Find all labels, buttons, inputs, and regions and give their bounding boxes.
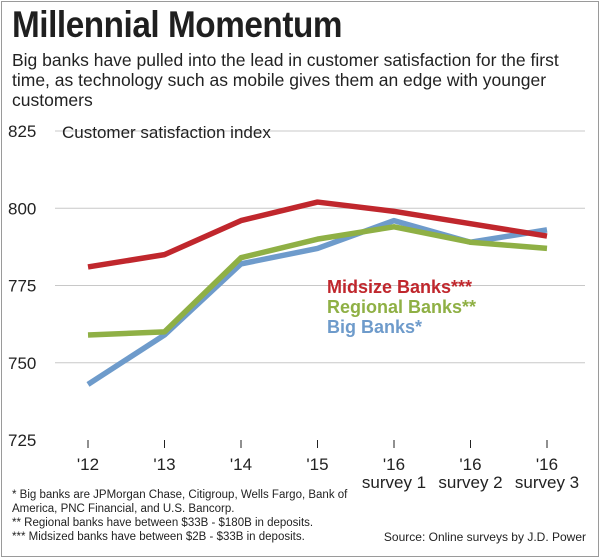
x-tick-label: '14 [230, 455, 252, 474]
x-tick-label: '16 [459, 455, 481, 474]
chart-subtitle: Big banks have pulled into the lead in c… [12, 50, 559, 110]
x-tick-label: '16 [536, 455, 558, 474]
x-tick-label: survey 2 [438, 473, 502, 492]
legend: Midsize Banks***Regional Banks**Big Bank… [327, 277, 476, 337]
source-note: Source: Online surveys by J.D. Power [383, 530, 586, 544]
y-tick-label: 800 [8, 199, 36, 218]
legend-entry: Midsize Banks*** [327, 277, 472, 297]
y-tick-label: 775 [8, 277, 36, 296]
gridlines [55, 130, 585, 364]
chart-title: Millennial Momentum [12, 4, 343, 45]
x-tick-label: '16 [383, 455, 405, 474]
legend-entry: Regional Banks** [327, 297, 476, 317]
x-tick-label: survey 1 [362, 473, 426, 492]
x-tick-label: '15 [306, 455, 328, 474]
y-tick-label: 750 [8, 354, 36, 373]
legend-entry: Big Banks* [327, 317, 422, 337]
series-lines [86, 199, 548, 387]
x-tick-label: '13 [153, 455, 175, 474]
x-tick-label: survey 3 [515, 473, 579, 492]
footnotes: * Big banks are JPMorgan Chase, Citigrou… [12, 488, 352, 544]
footnote-regional-banks: ** Regional banks have between $33B - $1… [12, 517, 314, 529]
y-axis-ticks: 725 750 775 800 825 [8, 122, 36, 450]
x-tick-label: '12 [77, 455, 99, 474]
series-line [87, 224, 548, 338]
series-line [87, 199, 548, 270]
y-tick-label: 825 [8, 122, 36, 141]
footnote-big-banks: * Big banks are JPMorgan Chase, Citigrou… [12, 489, 348, 515]
y-tick-label: 725 [8, 431, 36, 450]
y-axis-label: Customer satisfaction index [62, 123, 271, 142]
footnote-midsize-banks: *** Midsized banks have between $2B - $3… [12, 531, 305, 543]
